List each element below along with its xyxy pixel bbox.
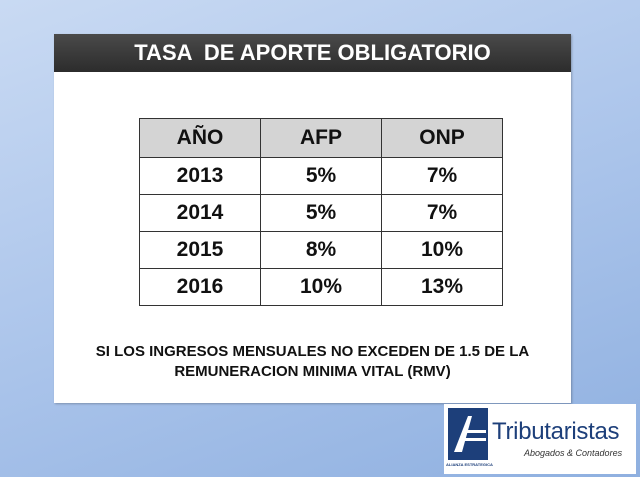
logo-tagline: Abogados & Contadores — [524, 448, 623, 458]
table-cell: 2014 — [139, 194, 261, 232]
rate-table: AÑO AFP ONP 2013 5% 7% 2014 5% 7% 2015 8% 10% 2016 10… — [139, 118, 503, 306]
table-row: 2016 10% 13% — [139, 268, 503, 306]
table-cell: 5% — [260, 194, 382, 232]
header-cell: AÑO — [139, 118, 261, 158]
footnote-line: SI LOS INGRESOS MENSUALES NO EXCEDEN DE … — [95, 343, 530, 360]
table-cell: 7% — [381, 194, 503, 232]
footnote: SI LOS INGRESOS MENSUALES NO EXCEDEN DE … — [54, 342, 571, 382]
slide-panel: TASA DE APORTE OBLIGATORIO AÑO AFP ONP 2013… — [54, 34, 571, 403]
table-cell: 10% — [381, 231, 503, 269]
table-row: 2015 8% 10% — [139, 231, 503, 269]
header-cell: AFP — [260, 118, 382, 158]
table-cell: 10% — [260, 268, 382, 306]
table-cell: 2013 — [139, 157, 261, 195]
table-cell: 13% — [381, 268, 503, 306]
footnote-line: REMUNERACION MINIMA VITAL (RMV) — [174, 363, 451, 380]
logo-mark-text: ALIANZA ESTRATEGICA — [446, 462, 493, 467]
table-cell: 5% — [260, 157, 382, 195]
slide-title: TASA DE APORTE OBLIGATORIO — [54, 34, 571, 72]
table-row: 2014 5% 7% — [139, 194, 503, 232]
logo-mark — [448, 408, 488, 460]
table-cell: 8% — [260, 231, 382, 269]
table-cell: 2016 — [139, 268, 261, 306]
header-cell: ONP — [381, 118, 503, 158]
table-row: 2013 5% 7% — [139, 157, 503, 195]
header-row: AÑO AFP ONP — [139, 118, 503, 158]
logo: Tributaristas Abogados & Contadores ALIA… — [444, 404, 636, 474]
table-cell: 7% — [381, 157, 503, 195]
table-cell: 2015 — [139, 231, 261, 269]
logo-name: Tributaristas — [492, 418, 620, 445]
